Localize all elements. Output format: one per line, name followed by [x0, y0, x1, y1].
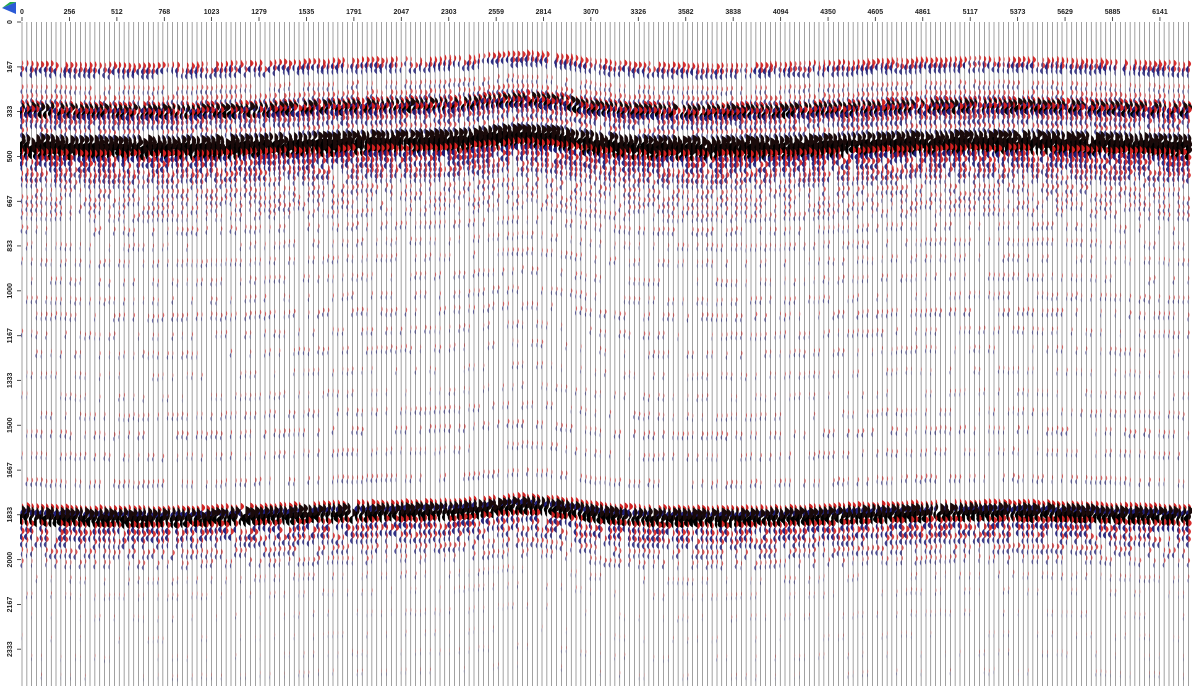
x-tick-label: 1023	[204, 9, 220, 16]
y-tick-label: 1333	[7, 372, 14, 388]
x-tick-label: 4350	[820, 9, 836, 16]
x-tick-label: 4861	[915, 9, 931, 16]
y-tick-label: 1167	[7, 328, 14, 343]
x-tick-label: 3070	[583, 9, 599, 16]
x-tick-label: 512	[111, 9, 123, 16]
x-tick-label: 3582	[678, 9, 694, 16]
x-tick-label: 0	[20, 9, 24, 16]
y-tick-label: 1833	[7, 507, 14, 523]
x-tick-label: 5885	[1105, 9, 1121, 16]
y-tick-label: 2333	[7, 641, 14, 657]
y-tick-label: 1500	[7, 417, 14, 433]
y-tick-label: 2167	[7, 597, 14, 613]
x-tick-label: 2047	[394, 9, 410, 16]
x-tick-label: 3326	[631, 9, 647, 16]
x-tick-label: 256	[64, 9, 76, 16]
x-tick-label: 6141	[1152, 9, 1168, 16]
x-tick-label: 5373	[1010, 9, 1026, 16]
y-tick-label: 833	[7, 240, 14, 252]
y-tick-label: 0	[7, 20, 14, 24]
x-tick-label: 4094	[773, 9, 789, 16]
seismic-view: 0 256 512 768 1023 1279 1535 1791 2047 2303 2559 28…	[0, 0, 1192, 686]
x-tick-label: 2303	[441, 9, 457, 16]
x-tick-label: 1279	[251, 9, 267, 16]
x-tick-label: 5117	[963, 9, 978, 16]
x-tick-label: 4605	[868, 9, 884, 16]
y-tick-label: 2000	[7, 552, 14, 568]
x-tick-label: 1535	[299, 9, 315, 16]
x-tick-label: 768	[158, 9, 170, 16]
y-tick-label: 1000	[7, 283, 14, 299]
x-tick-label: 2559	[488, 9, 504, 16]
y-tick-label: 1667	[7, 462, 14, 478]
x-tick-label: 1791	[346, 9, 362, 16]
y-tick-label: 667	[7, 195, 14, 207]
x-tick-label: 3838	[725, 9, 741, 16]
x-tick-label: 2814	[536, 9, 552, 16]
y-tick-label: 167	[7, 61, 14, 73]
y-tick-label: 333	[7, 106, 14, 118]
y-tick-label: 500	[7, 150, 14, 162]
x-tick-label: 5629	[1057, 9, 1073, 16]
